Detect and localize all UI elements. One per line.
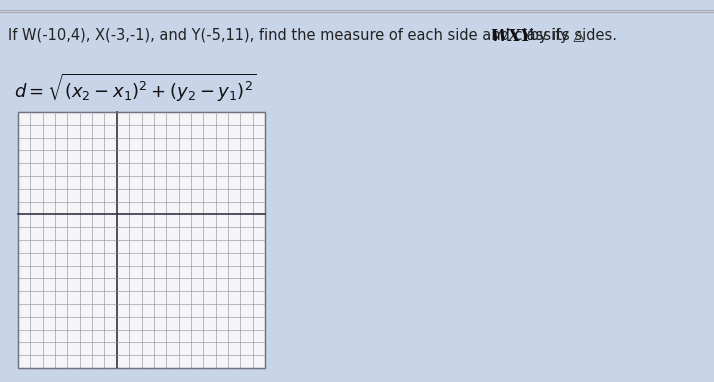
Text: $d = \sqrt{\left(x_2 - x_1\right)^2 + \left(y_2 - y_1\right)^2}$: $d = \sqrt{\left(x_2 - x_1\right)^2 + \l… (14, 72, 257, 104)
Text: WXY: WXY (490, 28, 532, 45)
Text: If W(-10,4), X(-3,-1), and Y(-5,11), find the measure of each side and classify : If W(-10,4), X(-3,-1), and Y(-5,11), fin… (8, 28, 589, 43)
Bar (18, 112, 265, 368)
Text: by its sides.: by its sides. (525, 28, 617, 43)
